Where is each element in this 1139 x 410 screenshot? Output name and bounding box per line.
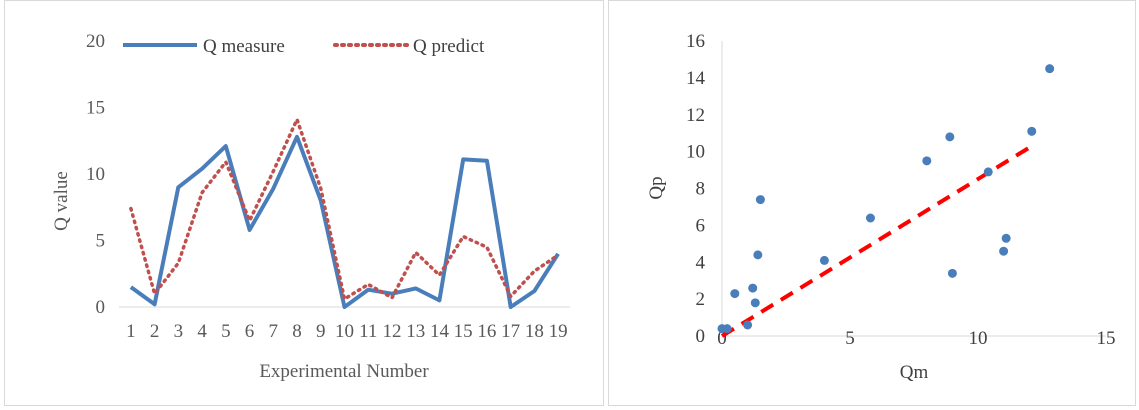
series-line-q-predict xyxy=(129,117,560,301)
scatter-point xyxy=(753,250,763,260)
y-tick-label: 4 xyxy=(696,252,706,273)
x-tick-label: 18 xyxy=(525,321,544,342)
y-axis-title: Qp xyxy=(646,176,667,199)
x-tick-label: 4 xyxy=(197,321,207,342)
scatter-point xyxy=(750,298,760,308)
x-tick-label: 11 xyxy=(359,321,377,342)
scatter-point xyxy=(1027,126,1037,136)
scatter-point xyxy=(945,132,955,142)
x-tick-label: 0 xyxy=(717,328,727,349)
scatter-point xyxy=(743,320,753,330)
x-tick-label: 14 xyxy=(430,321,450,342)
scatter-point xyxy=(999,246,1009,256)
x-axis-title: Experimental Number xyxy=(259,361,429,382)
y-axis-title: Q value xyxy=(51,171,72,231)
scatter-point xyxy=(730,289,740,299)
scatter-point xyxy=(865,213,875,223)
x-tick-label: 1 xyxy=(126,321,136,342)
scatter-point xyxy=(722,324,732,334)
y-tick-label: 20 xyxy=(86,31,105,52)
line-chart-panel: Q measure Q predict 0 5 10 15 20 1 2 3 4 5 6 7 8 9 10 11 1… xyxy=(4,0,604,406)
x-tick-label: 8 xyxy=(292,321,302,342)
scatter-point xyxy=(748,283,758,293)
x-tick-label: 6 xyxy=(245,321,255,342)
legend-label-q-measure: Q measure xyxy=(203,36,285,57)
y-tick-label: 10 xyxy=(686,142,705,163)
x-tick-label: 3 xyxy=(174,321,184,342)
y-tick-label: 5 xyxy=(96,231,106,252)
x-tick-label: 13 xyxy=(406,321,425,342)
scatter-point xyxy=(819,255,829,265)
trendline xyxy=(720,144,1033,338)
y-tick-label: 0 xyxy=(696,326,706,347)
scatter-chart-panel: 0 2 4 6 8 10 12 14 16 0 5 10 15 Qm Qp xyxy=(608,0,1136,406)
scatter-point xyxy=(1045,64,1055,74)
legend-label-q-predict: Q predict xyxy=(413,36,485,57)
x-tick-label: 10 xyxy=(969,328,988,349)
series-line-q-measure xyxy=(129,134,560,309)
scatter-point xyxy=(983,167,993,177)
x-tick-label: 17 xyxy=(501,321,520,342)
y-tick-label: 2 xyxy=(696,289,706,310)
y-tick-label: 8 xyxy=(696,179,706,200)
x-tick-label: 7 xyxy=(269,321,279,342)
scatter-point xyxy=(922,156,932,166)
scatter-point xyxy=(1001,233,1011,243)
scatter-point xyxy=(947,268,957,278)
x-tick-label: 12 xyxy=(382,321,401,342)
y-tick-label: 6 xyxy=(696,215,706,236)
x-tick-label: 16 xyxy=(477,321,496,342)
y-tick-label: 10 xyxy=(86,164,105,185)
y-tick-label: 15 xyxy=(86,98,105,119)
y-tick-label: 0 xyxy=(96,297,106,318)
y-tick-label: 16 xyxy=(686,31,705,52)
x-tick-label: 19 xyxy=(549,321,568,342)
x-tick-label: 9 xyxy=(316,321,326,342)
y-tick-label: 14 xyxy=(686,68,706,89)
x-tick-label: 2 xyxy=(150,321,160,342)
scatter-point xyxy=(755,195,765,205)
x-tick-label: 10 xyxy=(335,321,354,342)
x-tick-label: 5 xyxy=(845,328,855,349)
x-axis-title: Qm xyxy=(900,362,929,383)
y-tick-label: 12 xyxy=(686,105,705,126)
x-tick-label: 15 xyxy=(1097,328,1116,349)
x-tick-label: 5 xyxy=(221,321,231,342)
x-tick-label: 15 xyxy=(454,321,473,342)
